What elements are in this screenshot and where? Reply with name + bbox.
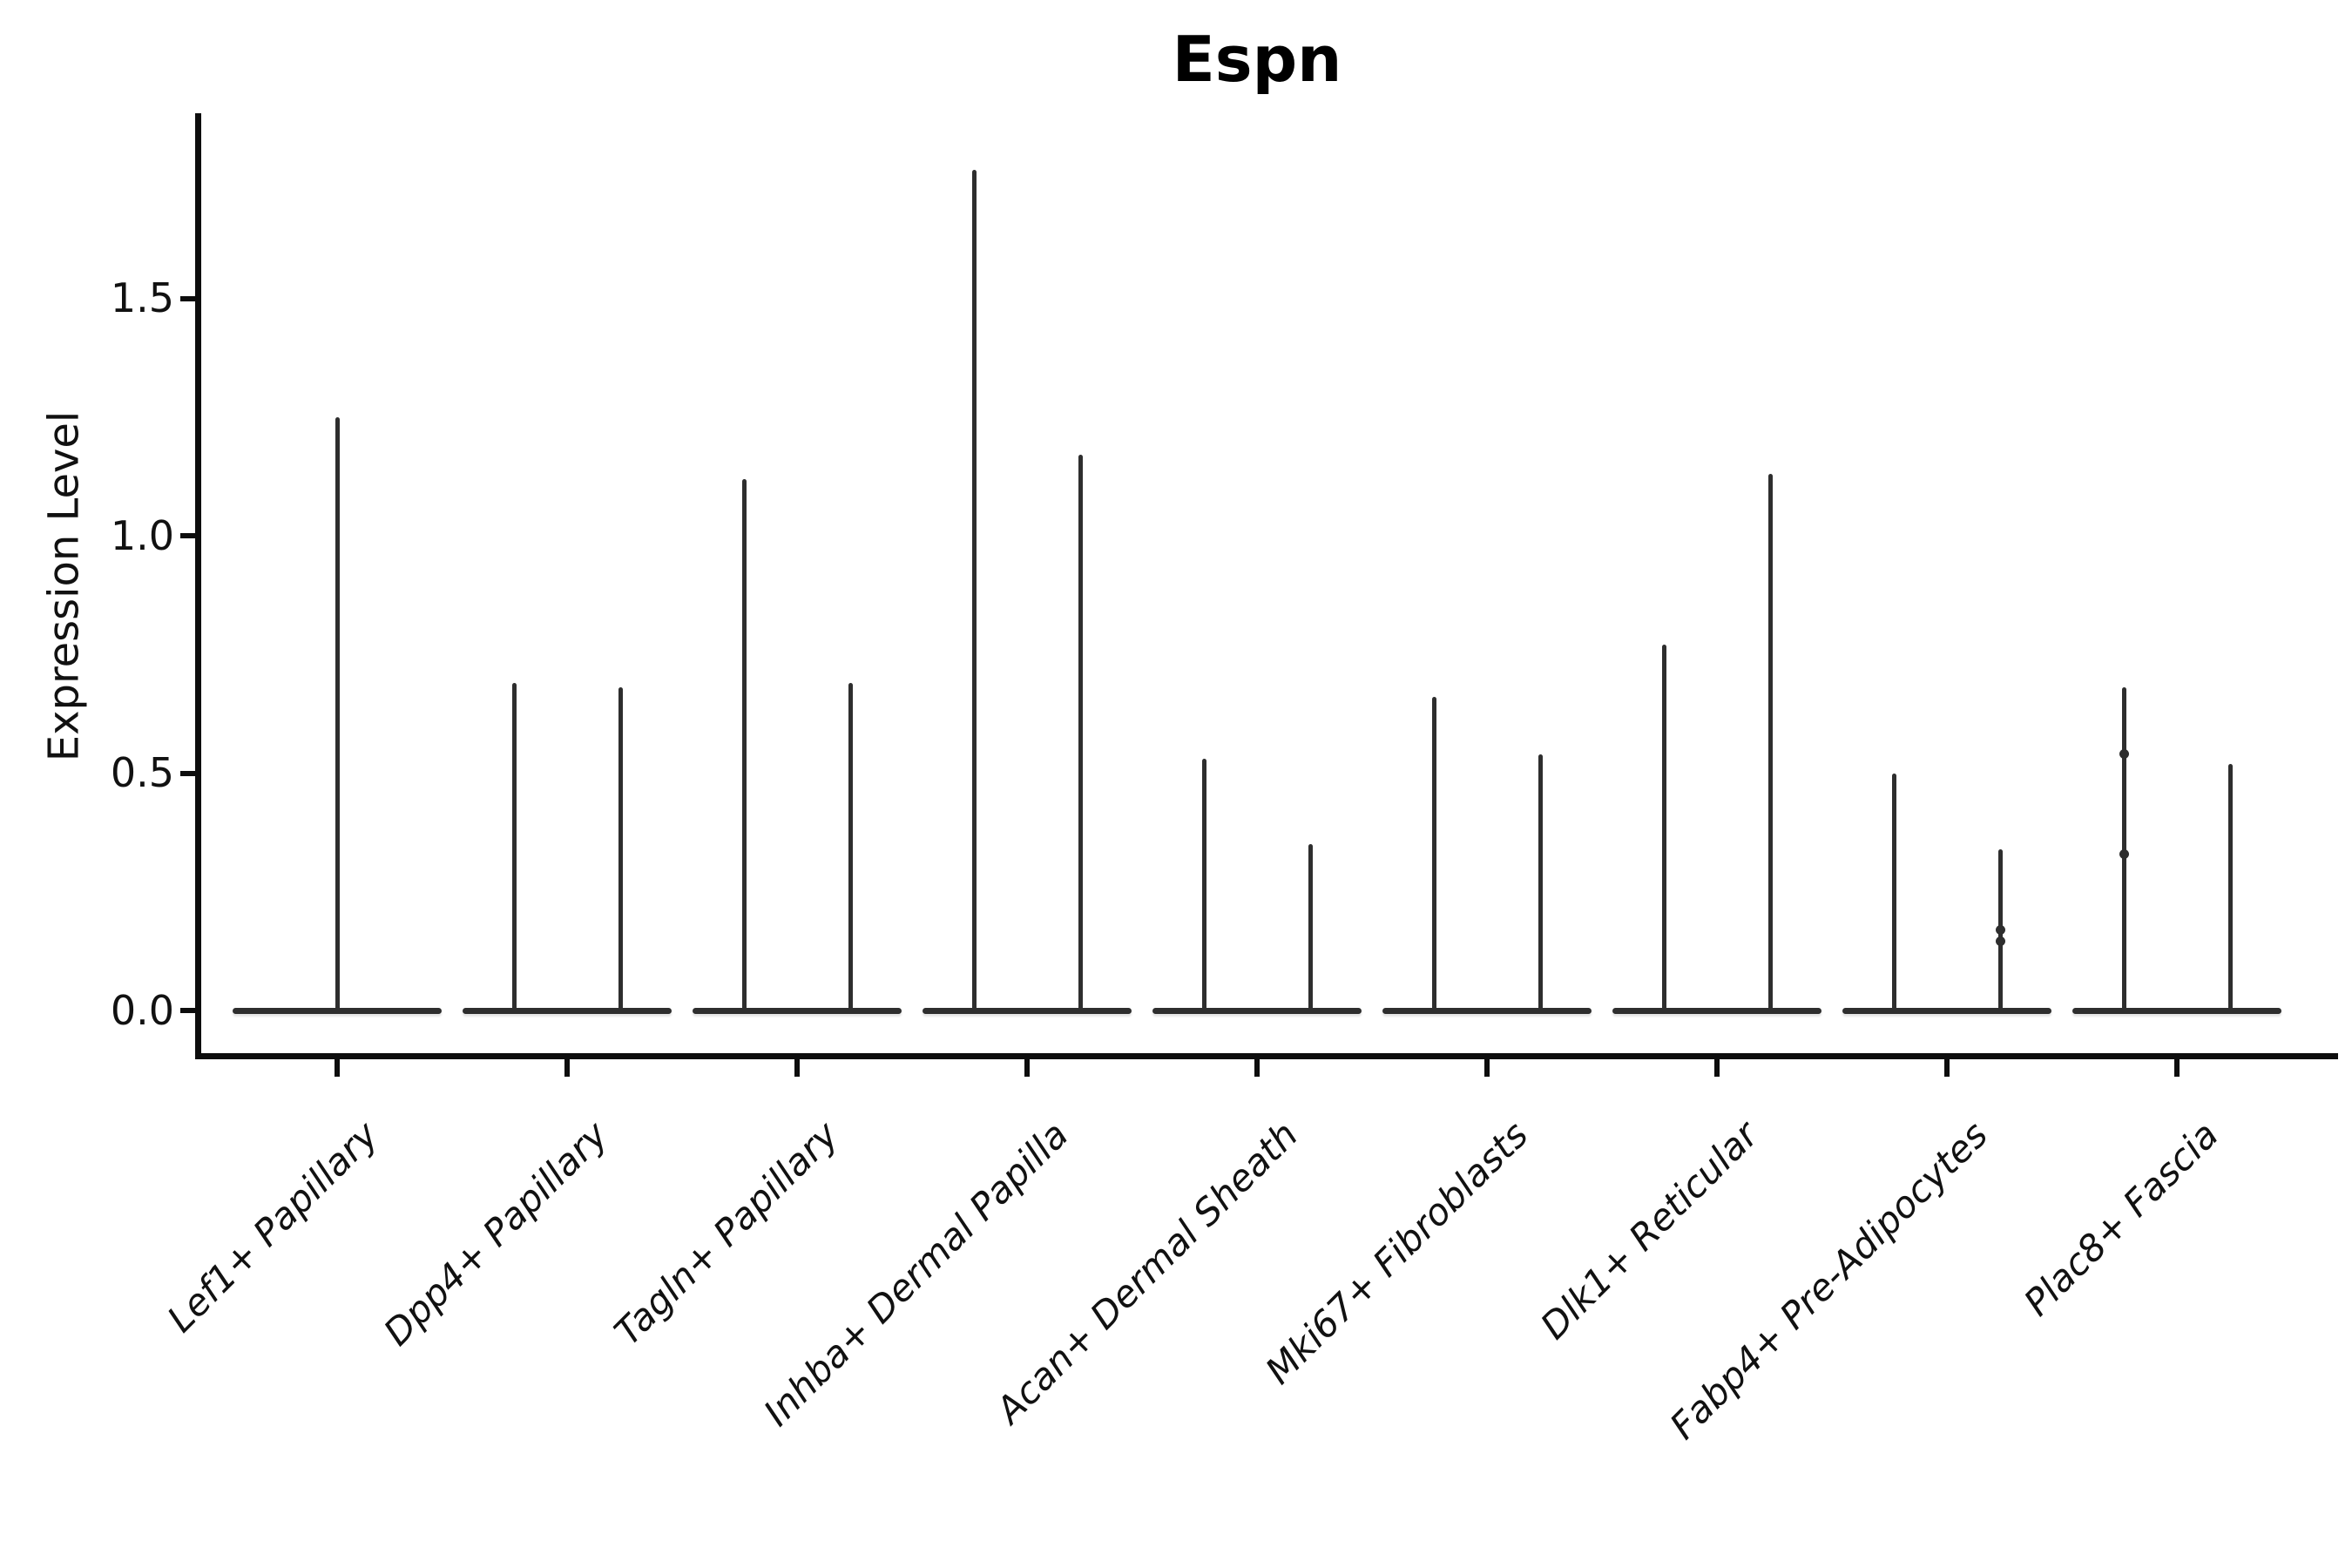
x-tick-label-mki67-fibroblasts: Mki67+ Fibroblasts xyxy=(1257,1112,1537,1393)
y-tick-label: 1.0 xyxy=(110,512,174,559)
violin-zero-line xyxy=(1842,1008,2051,1014)
violin-spike xyxy=(335,416,340,1013)
x-tick-mark xyxy=(794,1059,800,1077)
jitter-point xyxy=(1995,924,2005,935)
x-tick-label-dlk1-reticular: Dlk1+ Reticular xyxy=(1531,1112,1767,1348)
y-tick-mark xyxy=(180,533,198,538)
violin-spike xyxy=(1201,759,1206,1013)
violin-spike xyxy=(2227,763,2233,1013)
violin-spike xyxy=(511,682,517,1013)
x-tick-mark xyxy=(564,1059,570,1077)
y-tick-label: 0.0 xyxy=(110,987,174,1034)
y-tick-mark xyxy=(180,770,198,776)
jitter-point xyxy=(1995,936,2005,947)
jitter-point xyxy=(2119,749,2129,760)
y-tick-label: 1.5 xyxy=(110,274,174,321)
violin-zero-line xyxy=(463,1008,672,1014)
plot-title: Espn xyxy=(1172,23,1342,96)
y-axis-label: Expression Level xyxy=(39,410,89,761)
x-tick-mark xyxy=(1714,1059,1720,1077)
x-tick-mark xyxy=(1484,1059,1490,1077)
x-tick-mark xyxy=(1254,1059,1260,1077)
violin-spike xyxy=(1891,773,1896,1013)
violin-spike xyxy=(1538,754,1543,1013)
violin-zero-line xyxy=(1152,1008,1362,1014)
x-tick-label-plac8-fascia: Plac8+ Fascia xyxy=(2015,1112,2227,1324)
y-axis-label-container: Expression Level xyxy=(24,113,103,1058)
violin-spike xyxy=(1078,455,1083,1013)
y-tick-label: 0.5 xyxy=(110,749,174,796)
x-tick-label-lef1-papillary: Lef1+ Papillary xyxy=(159,1112,387,1341)
violin-spike xyxy=(1661,645,1666,1013)
violin-zero-line xyxy=(2072,1008,2281,1014)
y-tick-mark xyxy=(180,1008,198,1013)
x-tick-label-tagln-papillary: Tagln+ Papillary xyxy=(605,1112,847,1354)
x-tick-mark xyxy=(1944,1059,1950,1077)
violin-spike xyxy=(1431,697,1436,1013)
jitter-point xyxy=(2119,848,2129,859)
violin-spike xyxy=(1308,844,1313,1013)
violin-spike xyxy=(848,682,853,1013)
violin-zero-line xyxy=(693,1008,902,1014)
y-tick-mark xyxy=(180,295,198,301)
x-tick-mark xyxy=(1024,1059,1030,1077)
x-tick-label-dpp4-papillary: Dpp4+ Papillary xyxy=(375,1112,617,1355)
violin-zero-line xyxy=(1612,1008,1821,1014)
x-tick-mark xyxy=(2174,1059,2180,1077)
violin-spike xyxy=(618,687,623,1013)
violin-spike xyxy=(971,170,977,1013)
violin-zero-line xyxy=(923,1008,1132,1014)
y-axis-spine xyxy=(195,113,201,1059)
x-axis-spine xyxy=(195,1053,2338,1059)
violin-spike xyxy=(741,478,747,1013)
x-tick-mark xyxy=(335,1059,340,1077)
violin-zero-line xyxy=(1382,1008,1592,1014)
violin-spike xyxy=(1767,474,1773,1013)
